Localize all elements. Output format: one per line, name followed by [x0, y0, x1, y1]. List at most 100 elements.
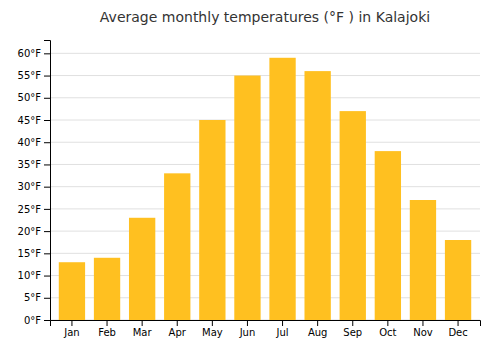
x-tick-mark: [177, 320, 178, 326]
y-tick-mark: [44, 142, 50, 143]
x-axis-line: [51, 321, 481, 327]
y-tick-mark: [44, 98, 50, 99]
y-tick-label: 0°F: [24, 315, 41, 326]
x-tick: Mar: [133, 320, 153, 338]
x-tick-label: Feb: [98, 327, 116, 338]
bar: [445, 240, 471, 320]
bar: [59, 262, 85, 320]
x-tick-mark: [387, 320, 388, 326]
y-tick: 20°F: [18, 226, 50, 237]
x-tick: Oct: [379, 320, 396, 338]
grid-line: [50, 75, 480, 76]
grid-line: [50, 186, 480, 187]
y-tick-mark: [44, 298, 50, 299]
x-tick: Jun: [239, 320, 256, 338]
y-tick-mark: [44, 253, 50, 254]
x-tick-mark: [71, 320, 72, 326]
y-axis-line: [44, 41, 51, 321]
bar: [234, 76, 260, 320]
x-tick-label: May: [202, 327, 223, 338]
grid-line: [50, 164, 480, 165]
y-tick-mark: [44, 76, 50, 77]
bar: [164, 173, 190, 320]
y-tick: 45°F: [18, 115, 50, 126]
x-tick-mark: [247, 320, 248, 326]
y-tick-label: 55°F: [18, 70, 42, 81]
y-tick-label: 60°F: [18, 48, 42, 59]
x-tick-mark: [142, 320, 143, 326]
x-tick-mark: [317, 320, 318, 326]
x-axis: Jan Feb Mar Apr May Jun Jul Aug Sep Oct Nov Dec: [51, 320, 481, 338]
x-tick-mark: [107, 320, 108, 326]
grid-line: [50, 120, 480, 121]
bar: [269, 58, 295, 320]
x-tick: Sep: [343, 320, 362, 338]
y-tick: 60°F: [18, 48, 50, 59]
y-tick-mark: [44, 276, 50, 277]
y-tick: 15°F: [18, 248, 50, 259]
x-tick-mark: [422, 320, 423, 326]
bar: [340, 111, 366, 320]
x-tick-label: Dec: [448, 327, 467, 338]
y-tick: 35°F: [18, 159, 50, 170]
y-tick-label: 20°F: [18, 226, 42, 237]
y-tick-mark: [44, 231, 50, 232]
x-tick: Apr: [169, 320, 187, 338]
y-tick-label: 15°F: [18, 248, 42, 259]
y-tick: 25°F: [18, 204, 50, 215]
x-tick: Jan: [63, 320, 79, 338]
grid-line: [50, 97, 480, 98]
x-tick-label: Apr: [169, 327, 187, 338]
x-tick: May: [202, 320, 223, 338]
y-tick-label: 35°F: [18, 159, 42, 170]
x-tick: Aug: [308, 320, 328, 338]
bar: [375, 151, 401, 320]
bar: [304, 71, 330, 320]
x-tick-label: Sep: [343, 327, 362, 338]
x-tick: Dec: [448, 320, 467, 338]
y-tick: 30°F: [18, 181, 50, 192]
plot-area: [59, 58, 471, 320]
x-tick-mark: [212, 320, 213, 326]
y-tick-mark: [44, 209, 50, 210]
y-tick-mark: [44, 187, 50, 188]
bar: [94, 258, 120, 320]
bar: [199, 120, 225, 320]
y-tick: 40°F: [18, 137, 50, 148]
y-tick: 5°F: [24, 292, 50, 303]
x-tick: Jul: [276, 320, 289, 338]
x-tick-label: Jan: [63, 327, 79, 338]
x-tick-label: Oct: [379, 327, 396, 338]
grid-line: [50, 142, 480, 143]
x-tick-mark: [352, 320, 353, 326]
y-tick-mark: [44, 164, 50, 165]
x-tick-mark: [458, 320, 459, 326]
title: Average monthly temperatures (°F ) in Ka…: [100, 9, 430, 25]
bar: [410, 200, 436, 320]
x-tick-label: Aug: [308, 327, 328, 338]
chart: 0°F 5°F 10°F 15°F 20°F 25°F 30°F 35°F 40°F 45°F 50…: [0, 0, 500, 350]
y-tick-mark: [44, 120, 50, 121]
y-tick-label: 5°F: [24, 292, 41, 303]
y-axis: 0°F 5°F 10°F 15°F 20°F 25°F 30°F 35°F 40°F 45°F 50…: [18, 41, 51, 326]
grid: [50, 53, 480, 320]
x-tick-mark: [282, 320, 283, 326]
y-tick: 10°F: [18, 270, 50, 281]
y-tick-label: 45°F: [18, 115, 42, 126]
y-tick: 55°F: [18, 70, 50, 81]
y-tick-mark: [44, 53, 50, 54]
grid-line: [50, 53, 480, 54]
y-tick-label: 10°F: [18, 270, 42, 281]
x-tick-label: Mar: [133, 327, 153, 338]
bar: [129, 218, 155, 320]
y-tick-label: 30°F: [18, 181, 42, 192]
x-tick: Nov: [413, 320, 433, 338]
x-tick-label: Nov: [413, 327, 433, 338]
y-tick-label: 25°F: [18, 204, 42, 215]
y-tick: 50°F: [18, 92, 50, 103]
y-tick: 0°F: [24, 315, 50, 326]
x-tick-label: Jul: [276, 327, 289, 338]
x-tick: Feb: [98, 320, 116, 338]
y-tick-mark: [44, 320, 50, 321]
y-tick-label: 40°F: [18, 137, 42, 148]
